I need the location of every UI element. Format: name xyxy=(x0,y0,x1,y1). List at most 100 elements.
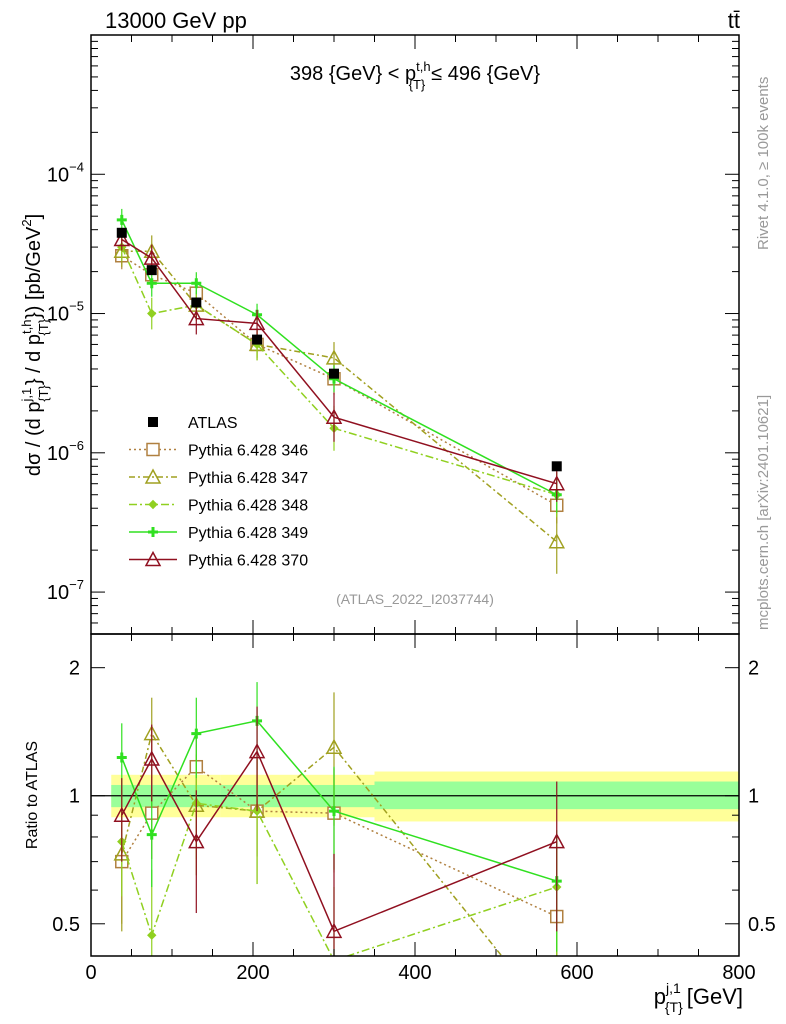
ratio-marker xyxy=(329,806,339,817)
ratio-marker xyxy=(191,728,202,739)
series-marker xyxy=(113,230,131,247)
legend-marker xyxy=(144,550,162,567)
ratio-marker xyxy=(113,806,131,822)
legend-marker xyxy=(148,527,158,537)
series-marker xyxy=(548,533,566,549)
series-marker xyxy=(548,475,566,491)
process-label: 13000 GeV pp xyxy=(105,8,247,33)
main-y-tick-label: 10−5 xyxy=(47,299,84,326)
legend-entry-1: ATLAS xyxy=(148,415,238,432)
series-marker xyxy=(325,408,343,425)
series-line xyxy=(121,238,557,485)
x-tick-label: 200 xyxy=(236,962,269,984)
analysis-watermark: (ATLAS_2022_I2037744) xyxy=(336,591,494,607)
main-y-tick-label: 10−6 xyxy=(47,438,84,465)
tick-exponent: −7 xyxy=(69,577,84,592)
main-y-axis-label: dσ / (d pj,1 {T}} / d pt,h {T}}) [pb/GeV2] xyxy=(19,214,51,476)
x-tick-label: 800 xyxy=(722,962,755,984)
ratio-series-5 xyxy=(113,706,566,956)
tick-base: 10 xyxy=(47,164,69,186)
series-line xyxy=(121,246,557,496)
legend-label: Pythia 6.428 349 xyxy=(188,525,308,542)
ratio-y-axis-label: Ratio to ATLAS xyxy=(24,741,41,849)
title-pre: 398 {GeV} < p xyxy=(290,63,416,85)
ratio-axis-ticks xyxy=(90,634,740,956)
legend-label: Pythia 6.428 348 xyxy=(188,498,308,515)
ratio-panel: 0.5 0.5 1 1 2 2 0 200 400 600 800 Ratio to ATLAS p… xyxy=(24,633,776,1015)
title-sub: {T} xyxy=(409,77,426,92)
legend: ATLAS Pythia 6.428 346 Pythia 6.428 347 Pyt… xyxy=(129,415,308,570)
main-axis-ticks xyxy=(90,34,740,635)
ratio-y-tick-label: 0.5 xyxy=(52,914,80,936)
ratio-marker xyxy=(548,833,566,849)
series-marker xyxy=(188,309,205,326)
tick-exponent: −6 xyxy=(69,438,84,453)
series-marker xyxy=(147,308,157,319)
main-y-tick-labels: 10−710−610−510−4 xyxy=(47,159,84,604)
data-point xyxy=(329,368,339,379)
ratio-plot-layer xyxy=(91,682,739,956)
legend-label: Pythia 6.428 346 xyxy=(188,443,308,460)
ratio-marker xyxy=(116,752,127,763)
ratio-marker xyxy=(143,750,161,766)
x-tick-label: 400 xyxy=(398,962,431,984)
series-marker xyxy=(325,349,343,365)
main-title: 398 {GeV} < pt,h {T} ≤ 496 {GeV} xyxy=(290,59,540,92)
main-panel: 10−710−610−510−4 398 {GeV} < pt,h {T} ≤ 49… xyxy=(19,34,740,635)
legend-entry-4: Pythia 6.428 348 xyxy=(129,498,308,515)
main-series-5 xyxy=(113,228,566,502)
legend-entry-3: Pythia 6.428 347 xyxy=(129,468,308,487)
x-tick-label: 600 xyxy=(560,962,593,984)
tick-exponent: −4 xyxy=(69,159,84,174)
legend-entry-6: Pythia 6.428 370 xyxy=(129,550,308,570)
ratio-y-tick-label-right: 0.5 xyxy=(748,914,776,936)
tick-base: 10 xyxy=(47,443,69,465)
ratio-marker xyxy=(325,738,343,755)
main-y-tick-label: 10−4 xyxy=(47,159,84,186)
legend-label: ATLAS xyxy=(188,415,238,432)
ratio-marker xyxy=(248,742,266,759)
rivet-version-label: Rivet 4.1.0, ≥ 100k events xyxy=(755,77,772,250)
main-y-tick-label: 10−7 xyxy=(47,577,84,604)
legend-entry-2: Pythia 6.428 346 xyxy=(129,443,308,460)
ratio-series-line xyxy=(121,720,557,882)
ratio-y-tick-label-right: 2 xyxy=(748,658,759,680)
series-line xyxy=(121,250,558,543)
ratio-marker xyxy=(147,930,157,940)
data-point xyxy=(252,334,263,345)
ratio-series-line xyxy=(121,750,558,933)
series-marker xyxy=(248,314,266,331)
ratio-y-tick-label: 2 xyxy=(69,658,80,680)
legend-marker xyxy=(148,417,158,427)
title-post: ≤ 496 {GeV} xyxy=(431,63,540,85)
atlas-data xyxy=(116,227,562,472)
ratio-marker xyxy=(325,922,343,939)
main-plot-layer xyxy=(113,208,566,574)
title-sup: t,h xyxy=(416,59,430,74)
legend-entry-5: Pythia 6.428 349 xyxy=(129,525,308,542)
channel-label: tt̄ xyxy=(728,8,740,33)
series-marker xyxy=(116,214,127,225)
ratio-series-line xyxy=(121,731,503,956)
mcplots-label: mcplots.cern.ch [arXiv:2401.10621] xyxy=(755,395,772,630)
series-marker xyxy=(146,278,157,289)
ratio-marker xyxy=(188,833,205,849)
x-tick-label: 0 xyxy=(85,962,96,984)
series-marker xyxy=(143,249,161,265)
tick-base: 10 xyxy=(47,304,69,326)
tick-base: 10 xyxy=(47,582,69,604)
data-point xyxy=(551,461,562,472)
ratio-tick-labels: 0.5 0.5 1 1 2 2 0 200 400 600 800 xyxy=(52,658,776,984)
ratio-series-line xyxy=(121,802,557,956)
ratio-y-tick-label-right: 1 xyxy=(748,786,759,808)
tick-exponent: −5 xyxy=(69,299,84,314)
series-line xyxy=(121,255,558,506)
data-point xyxy=(116,227,127,238)
ratio-y-tick-label: 1 xyxy=(69,786,80,808)
legend-label: Pythia 6.428 370 xyxy=(188,553,308,570)
legend-label: Pythia 6.428 347 xyxy=(188,470,308,487)
legend-marker xyxy=(144,468,162,484)
data-point xyxy=(146,265,157,276)
legend-marker xyxy=(146,442,160,457)
